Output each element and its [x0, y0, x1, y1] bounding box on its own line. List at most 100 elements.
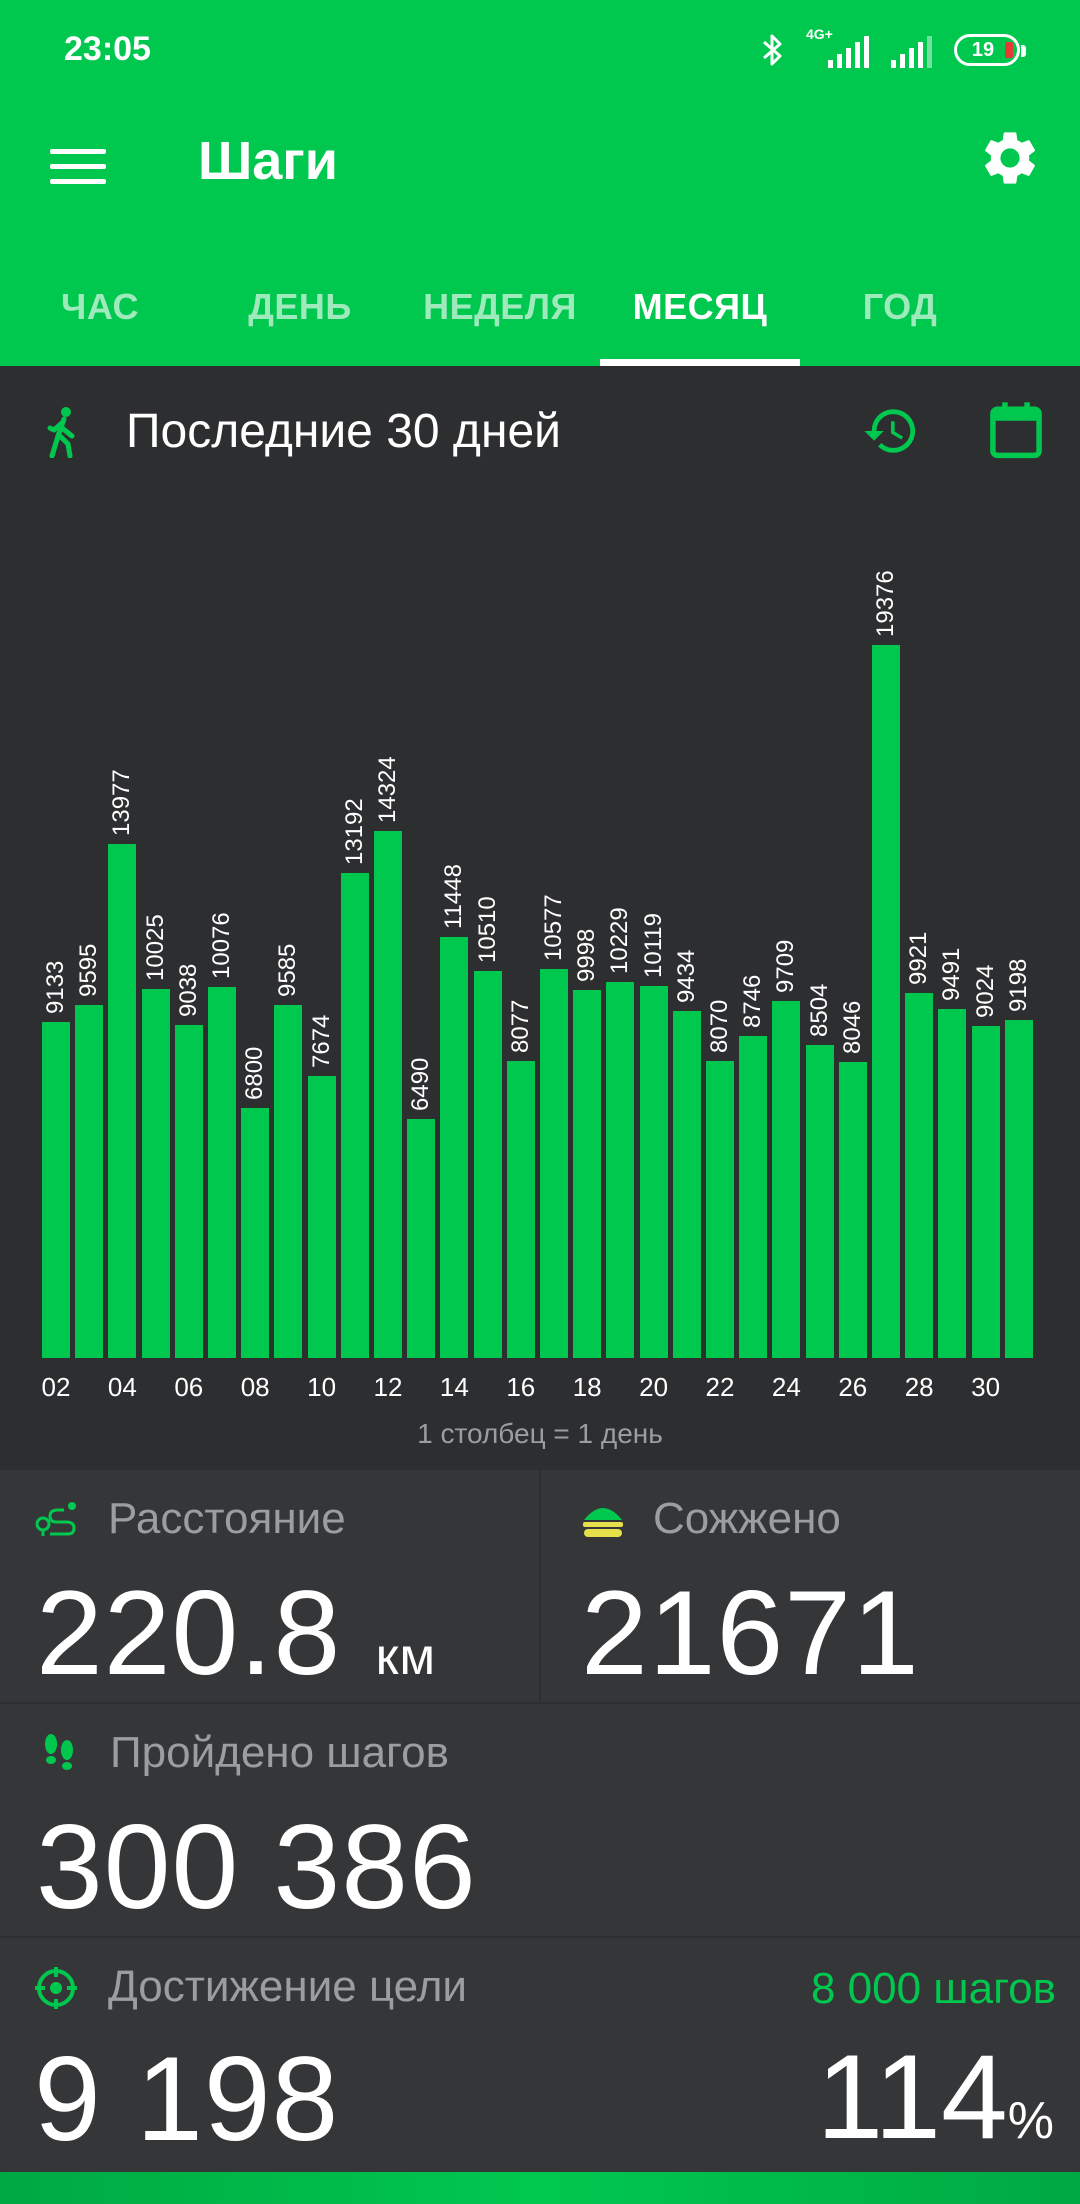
gear-icon[interactable]	[978, 126, 1042, 190]
chart-bar	[208, 987, 236, 1358]
bar-value-label: 10025	[141, 914, 169, 982]
chart-bar	[772, 1000, 801, 1358]
history-icon[interactable]	[862, 402, 920, 460]
distance-label: Расстояние	[108, 1494, 346, 1543]
bar-value-label: 6800	[241, 1046, 269, 1100]
chart-bar	[440, 936, 469, 1358]
bar-value-label: 13192	[340, 797, 368, 865]
burger-icon	[583, 1508, 623, 1537]
x-tick-label: 12	[373, 1372, 403, 1402]
chart-bar	[407, 1119, 436, 1358]
target-icon	[35, 1967, 77, 2009]
tab-week[interactable]: НЕДЕЛЯ	[423, 286, 577, 327]
distance-card[interactable]: Расстояние 220.8 км	[0, 1470, 539, 1702]
x-tick-label: 16	[506, 1372, 536, 1402]
distance-number: 220.8	[36, 1566, 342, 1700]
chart-bar	[108, 843, 137, 1358]
steps-label: Пройдено шагов	[110, 1728, 449, 1777]
period-tabs: ЧАС ДЕНЬ НЕДЕЛЯ МЕСЯЦ ГОД	[0, 248, 1080, 366]
network-label: 4G+	[806, 26, 833, 42]
chart-bar	[739, 1036, 768, 1358]
tab-day[interactable]: ДЕНЬ	[248, 286, 352, 327]
chart-bar	[340, 872, 369, 1358]
bluetooth-icon	[763, 34, 782, 66]
bar-value-label: 10510	[473, 896, 501, 964]
chart-bar	[307, 1075, 336, 1358]
goal-target: 8 000 шагов	[810, 1964, 1056, 2013]
bar-value-label: 8046	[838, 1000, 866, 1054]
x-tick-label: 22	[705, 1372, 735, 1402]
chart-bar	[506, 1060, 535, 1358]
goal-card[interactable]: Достижение цели 8 000 шагов 9 198 114%	[0, 1938, 1080, 2172]
bar-value-label: 6490	[407, 1057, 435, 1112]
battery-level: 19	[971, 38, 995, 61]
bar-value-label: 9434	[672, 949, 700, 1003]
x-tick-label: 14	[439, 1372, 469, 1402]
chart-bar	[1004, 1019, 1033, 1358]
status-icons: 4G+ 19	[760, 26, 1026, 72]
x-tick-label: 04	[107, 1372, 137, 1402]
signal-icon	[891, 32, 932, 68]
burned-card[interactable]: Сожжено 21671	[541, 1470, 1080, 1702]
bar-value-label: 9709	[772, 939, 800, 993]
bar-value-label: 14324	[374, 756, 401, 823]
distance-value: 220.8 км	[36, 1564, 436, 1702]
chart-bar	[672, 1010, 701, 1358]
bar-value-label: 9133	[42, 960, 69, 1014]
chart-bar	[274, 1005, 303, 1358]
menu-icon[interactable]	[50, 138, 106, 194]
chart-bar	[374, 830, 402, 1358]
chart-bar	[606, 981, 635, 1358]
steps-value: 300 386	[36, 1800, 477, 1934]
burned-value: 21671	[581, 1566, 920, 1700]
tab-year[interactable]: ГОД	[862, 286, 938, 327]
bar-value-label: 10577	[540, 894, 567, 961]
bar-value-label: 8070	[706, 999, 733, 1054]
bar-value-label: 9198	[1004, 958, 1032, 1012]
bar-value-label: 7674	[307, 1014, 335, 1068]
bar-value-label: 8077	[506, 999, 534, 1053]
chart-bar	[75, 1004, 104, 1358]
steps-card[interactable]: Пройдено шагов 300 386	[0, 1704, 1080, 1936]
bar-value-label: 10229	[606, 906, 634, 974]
chart-title: Последние 30 дней	[126, 405, 561, 458]
walk-icon	[47, 407, 75, 458]
bar-value-label: 9595	[75, 943, 103, 997]
distance-unit: км	[375, 1628, 437, 1686]
x-tick-label: 10	[307, 1372, 337, 1402]
tab-hour[interactable]: ЧАС	[61, 286, 139, 327]
chart-header: Последние 30 дней	[0, 366, 1080, 506]
chart-bar	[905, 992, 934, 1358]
steps-bar-chart: 1 столбец = 1 день 9133 9595 13977 10025 903…	[0, 506, 1080, 1449]
x-tick-label: 30	[971, 1372, 1001, 1402]
chart-bar	[174, 1025, 203, 1358]
app-title: Шаги	[198, 131, 338, 191]
app-bar: Шаги	[0, 100, 1080, 248]
goal-percent-number: 114	[816, 2030, 1008, 2164]
signal-4g-icon: 4G+	[806, 26, 869, 68]
footprints-icon	[45, 1734, 73, 1770]
chart-bar	[639, 985, 668, 1358]
bar-value-label: 9491	[938, 947, 966, 1001]
tab-month[interactable]: МЕСЯЦ	[600, 248, 800, 366]
x-tick-label: 06	[174, 1372, 204, 1402]
calendar-icon[interactable]	[988, 400, 1044, 460]
bar-value-label: 8746	[739, 974, 767, 1029]
chart-bar	[42, 1021, 70, 1358]
bottom-banner-strip	[0, 2172, 1080, 2204]
bar-value-label: 19376	[872, 570, 899, 637]
chart-bar	[241, 1107, 270, 1358]
chart-bar	[573, 990, 602, 1358]
goal-value: 9 198	[34, 2032, 340, 2166]
bar-value-label: 9921	[905, 931, 933, 985]
bar-value-label: 9998	[573, 928, 601, 983]
bar-value-label: 8504	[805, 983, 833, 1038]
chart-scale-note: 1 столбец = 1 день	[417, 1418, 663, 1449]
burned-label: Сожжено	[653, 1494, 841, 1543]
route-icon	[35, 1502, 76, 1536]
x-tick-label: 18	[572, 1372, 602, 1402]
chart-bar	[838, 1061, 867, 1358]
battery-icon: 19	[954, 34, 1026, 66]
x-tick-label: 08	[240, 1372, 270, 1402]
bar-value-label: 10119	[639, 912, 667, 978]
